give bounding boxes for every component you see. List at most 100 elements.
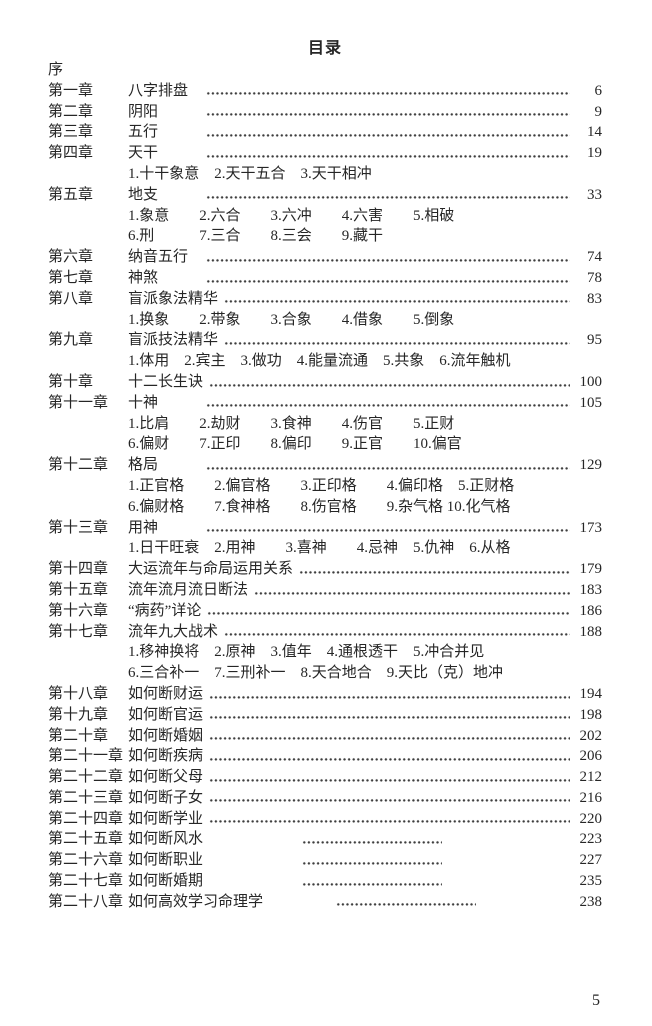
leader-dots — [209, 787, 570, 809]
sub-items: 6.刑 7.三合 8.三会 9.藏干 — [128, 228, 384, 245]
chapter-label: 第三章 — [48, 124, 94, 141]
chapter-label: 第十四章 — [48, 561, 109, 578]
page-number: 188 — [579, 623, 603, 640]
page-number: 227 — [579, 852, 603, 869]
leader-dots — [254, 579, 570, 601]
toc-row: 第三章 五行 14 — [48, 122, 602, 144]
page-number: 238 — [579, 893, 603, 910]
toc-row: 第十九章 如何断官运 198 — [48, 704, 602, 726]
toc-row: 6.刑 7.三合 8.三会 9.藏干 — [48, 226, 602, 247]
toc-row: 第二十七章 如何断婚期 235 — [48, 871, 602, 892]
chapter-label: 第八章 — [48, 290, 94, 307]
toc-row: 第十二章 格局 129 — [48, 455, 602, 476]
toc-row: 第二十一章 如何断疾病 206 — [48, 746, 602, 768]
chapter-title: 地支 — [128, 186, 159, 203]
chapter-label: 第二十一章 — [48, 748, 124, 765]
chapter-label: 第十七章 — [48, 623, 109, 640]
page-number: 235 — [579, 873, 603, 890]
leader-dots — [224, 288, 570, 310]
leader-dots — [209, 725, 570, 747]
leader-dots — [206, 392, 570, 414]
toc-row: 第一章 八字排盘 6 — [48, 80, 603, 102]
chapter-title: 盲派象法精华 — [128, 290, 219, 307]
page-number: 216 — [579, 789, 603, 806]
chapter-label: 第五章 — [48, 186, 94, 203]
chapter-label: 第十六章 — [48, 602, 109, 619]
sub-items: 1.日干旺衰 2.用神 3.喜神 4.忌神 5.仇神 6.从格 — [128, 540, 511, 557]
chapter-label: 第六章 — [48, 249, 94, 266]
chapter-title: 如何断官运 — [128, 706, 204, 723]
sub-items: 1.体用 2.宾主 3.做功 4.能量流通 5.共象 6.流年触机 — [128, 353, 511, 370]
chapter-title: 五行 — [128, 124, 159, 141]
leader-dots — [209, 704, 570, 726]
toc-row: 第九章 盲派技法精华 95 — [48, 330, 602, 352]
page-number: 6 — [594, 82, 603, 99]
page-number: 194 — [579, 685, 603, 702]
leader-dots — [209, 371, 570, 393]
toc-row: 1.十干象意 2.天干五合 3.天干相冲 — [48, 164, 602, 185]
leader-dots — [206, 122, 570, 144]
sub-items: 1.正官格 2.偏官格 3.正印格 4.偏印格 5.正财格 — [128, 477, 515, 494]
page-number: 129 — [579, 457, 603, 474]
chapter-title: 流年流月流日断法 — [128, 581, 249, 598]
chapter-label: 第二十八章 — [48, 893, 124, 910]
toc-row: 第六章 纳音五行 74 — [48, 247, 602, 268]
toc-row: 第二十二章 如何断父母 212 — [48, 767, 602, 788]
toc-row: 6.偏财 7.正印 8.偏印 9.正官 10.偏官 — [48, 434, 602, 455]
leader-dots — [302, 871, 443, 892]
chapter-label: 第十五章 — [48, 581, 109, 598]
page-number: 173 — [579, 519, 603, 536]
page-number: 33 — [587, 186, 602, 203]
leader-dots — [209, 746, 570, 768]
leader-dots — [209, 767, 570, 788]
toc-row: 第五章 地支 33 — [48, 184, 602, 206]
chapter-title: 格局 — [128, 457, 159, 474]
chapter-title: 如何高效学习命理学 — [128, 893, 264, 910]
sub-items: 1.象意 2.六合 3.六冲 4.六害 5.相破 — [128, 207, 455, 224]
page-number: 95 — [587, 332, 602, 349]
leader-dots — [302, 850, 443, 872]
preface-label: 序 — [48, 62, 64, 78]
chapter-label: 第二十六章 — [48, 852, 124, 869]
sub-items: 6.偏财格 7.食神格 8.伤官格 9.杂气格 10.化气格 — [128, 498, 511, 515]
toc-row: 1.比肩 2.劫财 3.食神 4.伤官 5.正财 — [48, 414, 602, 435]
chapter-title: 纳音五行 — [128, 249, 189, 266]
toc-row: 第二十六章 如何断职业 227 — [48, 850, 603, 872]
chapter-label: 第十章 — [48, 373, 94, 390]
sub-items: 6.偏财 7.正印 8.偏印 9.正官 10.偏官 — [128, 436, 462, 453]
chapter-title: 流年九大战术 — [128, 623, 219, 640]
chapter-title: 十神 — [128, 394, 159, 411]
leader-dots — [209, 808, 570, 830]
chapter-title: 用神 — [128, 519, 159, 536]
toc-row: 第十五章 流年流月流日断法 183 — [48, 579, 602, 601]
toc-row: 1.体用 2.宾主 3.做功 4.能量流通 5.共象 6.流年触机 — [48, 351, 602, 372]
chapter-label: 第十八章 — [48, 685, 109, 702]
toc-row: 第二十五章 如何断风水 223 — [48, 829, 602, 851]
leader-dots — [206, 455, 570, 476]
sub-items: 1.换象 2.带象 3.合象 4.借象 5.倒象 — [128, 311, 455, 328]
chapter-label: 第二十五章 — [48, 831, 124, 848]
chapter-label: 第二十四章 — [48, 810, 124, 827]
toc-row: 第七章 神煞 78 — [48, 267, 602, 289]
chapter-title: 如何断职业 — [128, 852, 204, 869]
leader-dots — [206, 517, 570, 539]
leader-dots — [206, 247, 570, 268]
toc-row: 第十六章 “病药”详论 186 — [48, 600, 602, 622]
leader-dots — [207, 600, 570, 622]
toc-row: 第二十章 如何断婚姻 202 — [48, 725, 603, 747]
chapter-title: 如何断婚期 — [128, 873, 204, 890]
chapter-title: 如何断婚姻 — [128, 727, 204, 744]
leader-dots — [209, 683, 570, 705]
chapter-title: 十二长生诀 — [128, 373, 204, 390]
leader-dots — [206, 267, 570, 289]
page-number: 14 — [587, 124, 602, 141]
toc-list: 序第一章 八字排盘 6 第二章 阴阳 9 第三章 五行 14 第四章 天干 19 1.十干象意 2.天干… — [48, 60, 602, 913]
chapter-title: 大运流年与命局运用关系 — [128, 561, 294, 578]
chapter-title: 盲派技法精华 — [128, 332, 219, 349]
sub-items: 1.十干象意 2.天干五合 3.天干相冲 — [128, 165, 372, 182]
page-number: 202 — [579, 727, 603, 744]
chapter-label: 第一章 — [48, 82, 94, 99]
chapter-label: 第二十二章 — [48, 769, 124, 786]
chapter-label: 第七章 — [48, 269, 94, 286]
